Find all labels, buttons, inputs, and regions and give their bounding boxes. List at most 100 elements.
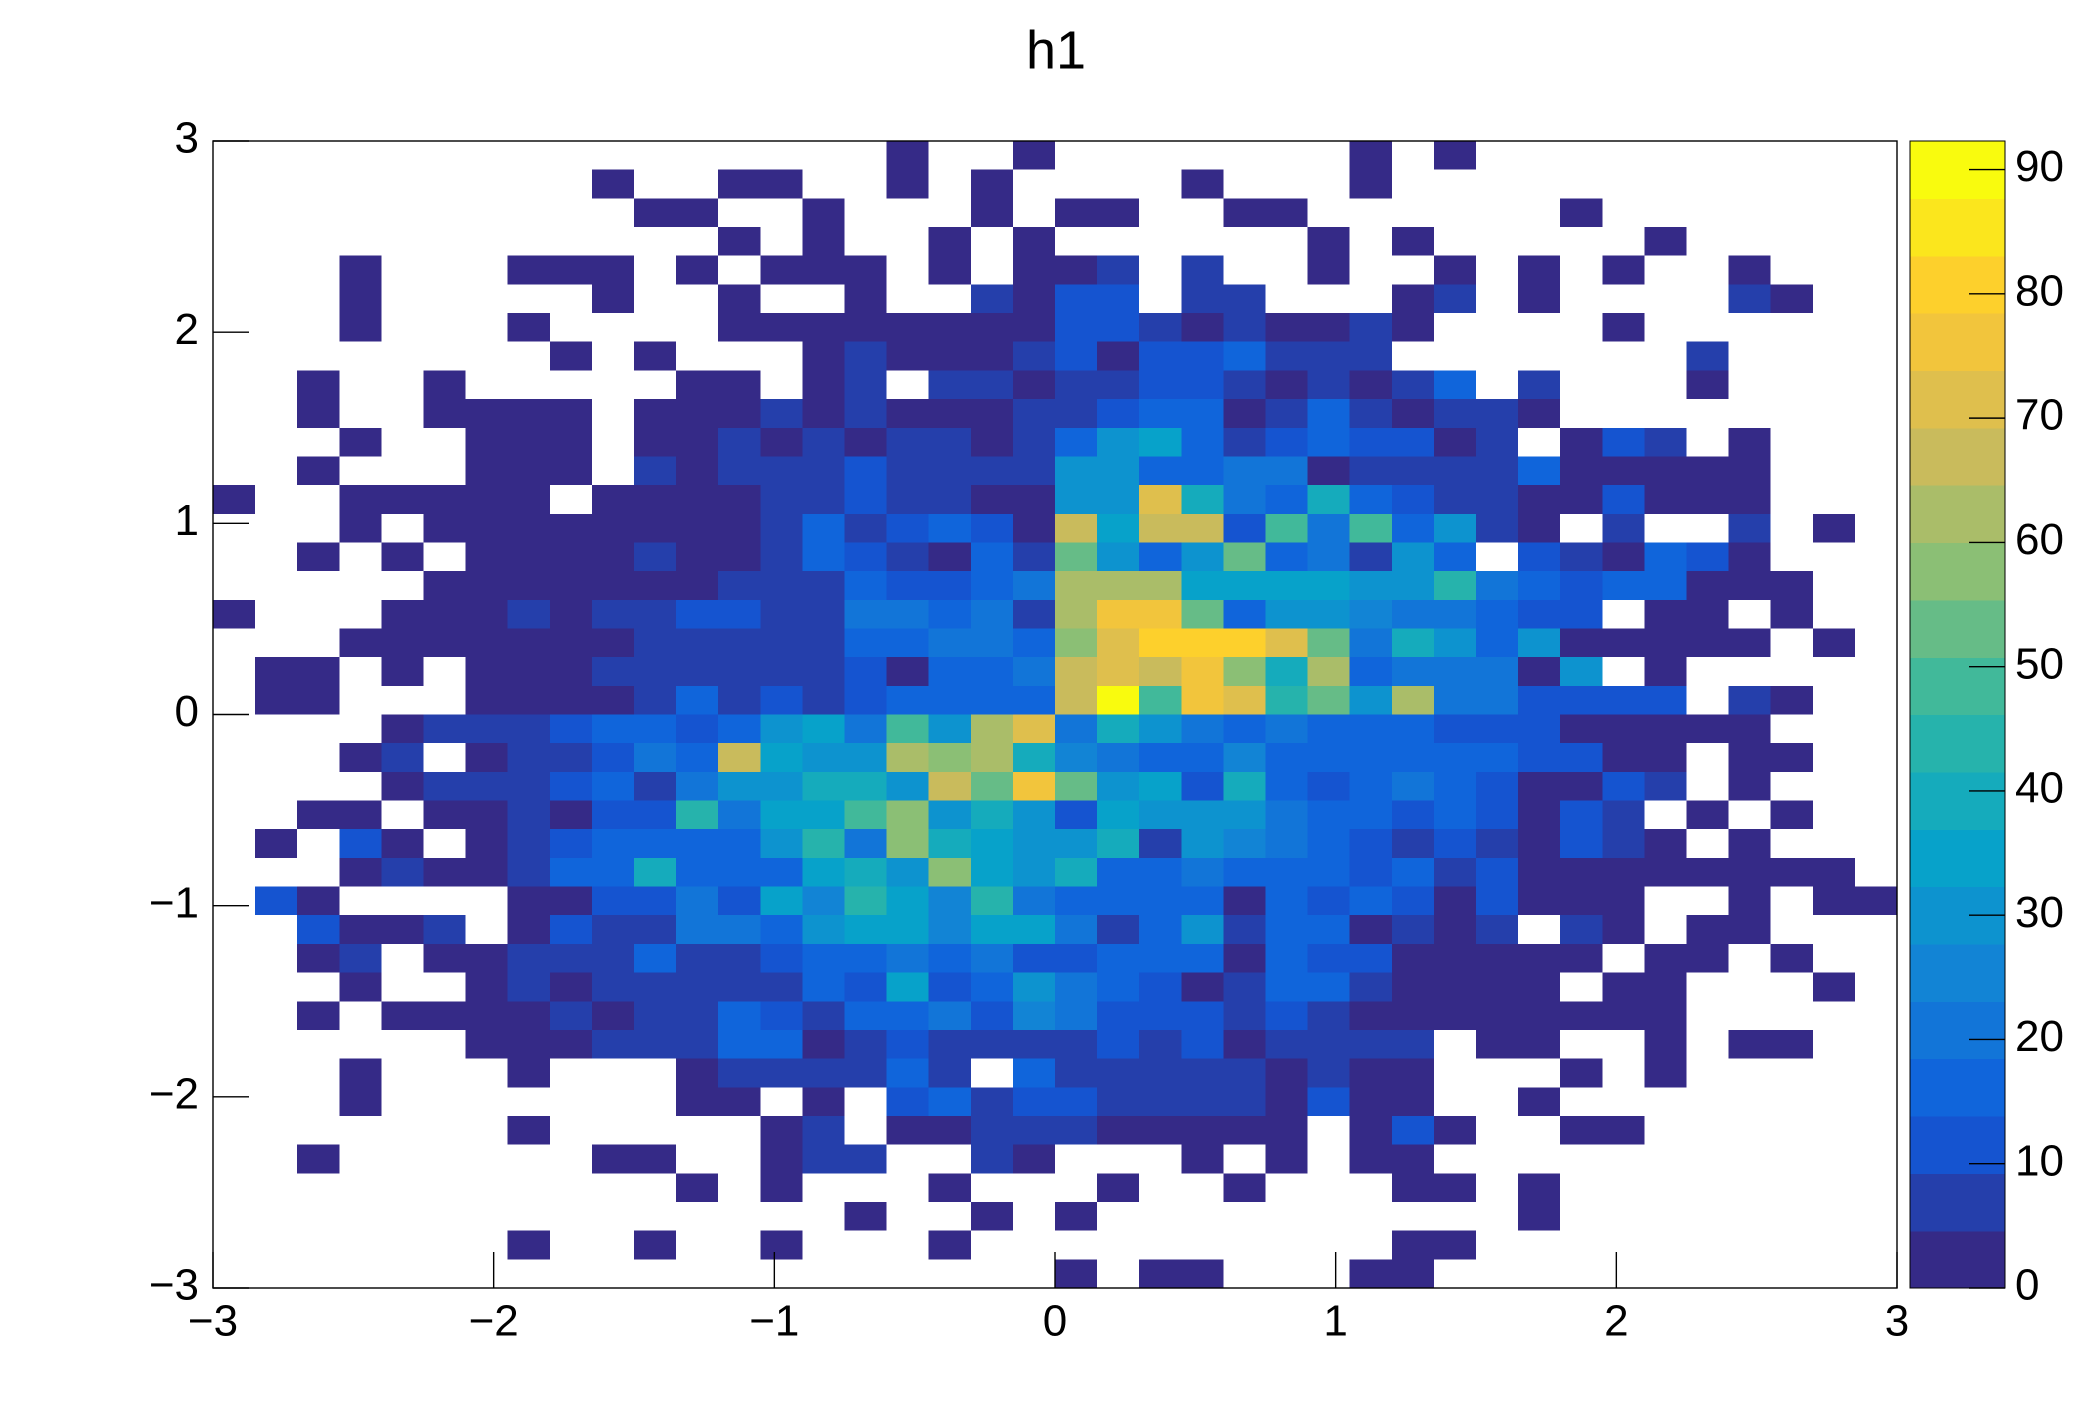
heatmap-cell [1391, 1144, 1435, 1174]
heatmap-cell [255, 284, 298, 314]
heatmap-cell [1012, 427, 1056, 458]
heatmap-cell [886, 1259, 930, 1289]
heatmap-cell [1055, 886, 1098, 916]
heatmap-cell [1770, 1029, 1814, 1060]
heatmap-cell [1391, 456, 1435, 486]
heatmap-cell [1055, 1230, 1098, 1260]
heatmap-cell [1307, 886, 1351, 916]
heatmap-cell [465, 1230, 509, 1260]
heatmap-cell [1223, 943, 1267, 974]
heatmap-cell [297, 341, 340, 371]
heatmap-cell [1770, 1144, 1814, 1174]
heatmap-cell [1012, 1201, 1056, 1232]
heatmap-cell [549, 972, 593, 1002]
heatmap-cell [718, 1029, 761, 1060]
heatmap-cell [1644, 1001, 1688, 1031]
heatmap-cell [1518, 341, 1561, 371]
heatmap-cell [465, 628, 509, 658]
heatmap-cell [1433, 255, 1477, 285]
heatmap-cell [213, 714, 256, 744]
heatmap-cell [676, 628, 719, 658]
heatmap-cell [1728, 599, 1772, 630]
y-tick-label: 3 [175, 114, 199, 163]
heatmap-cell [1770, 227, 1814, 257]
heatmap-cell [255, 198, 298, 228]
heatmap-cell [760, 1029, 803, 1060]
heatmap-cell [1139, 1058, 1182, 1088]
heatmap-cell [1728, 657, 1772, 687]
heatmap-cell [970, 1144, 1014, 1174]
heatmap-cell [760, 370, 803, 400]
heatmap-cell [970, 628, 1014, 658]
heatmap-cell [1476, 1201, 1519, 1232]
heatmap-cell [1181, 1029, 1224, 1060]
heatmap-cell [381, 915, 425, 945]
heatmap-cell [1012, 1058, 1056, 1088]
heatmap-cell [1476, 169, 1519, 199]
heatmap-cell [255, 1087, 298, 1117]
heatmap-cell [1349, 886, 1393, 916]
heatmap-cell [1560, 1230, 1603, 1260]
heatmap-cell [760, 1001, 803, 1031]
heatmap-cell [1602, 1029, 1645, 1060]
heatmap-cell [1433, 1001, 1477, 1031]
heatmap-cell [970, 571, 1014, 601]
heatmap-cell [1476, 427, 1519, 458]
heatmap-cell [297, 313, 340, 343]
heatmap-cell [718, 485, 761, 515]
heatmap-cell [760, 628, 803, 658]
heatmap-cell [1560, 685, 1603, 716]
heatmap-cell [718, 857, 761, 888]
heatmap-cell [381, 284, 425, 314]
heatmap-cell [465, 198, 509, 228]
heatmap-cell [591, 427, 635, 458]
heatmap-cell [1728, 198, 1772, 228]
heatmap-cell [1265, 255, 1309, 285]
heatmap-cell [591, 829, 635, 859]
heatmap-cell [423, 169, 467, 199]
heatmap-cell [1518, 829, 1561, 859]
heatmap-cell [1812, 915, 1856, 945]
heatmap-cell [1139, 284, 1182, 314]
heatmap-cell [1518, 800, 1561, 830]
heatmap-cell [928, 628, 972, 658]
heatmap-cell [886, 685, 930, 716]
heatmap-cell [213, 485, 256, 515]
heatmap-cell [1012, 313, 1056, 343]
heatmap-cell [1391, 513, 1435, 544]
heatmap-cell [381, 943, 425, 974]
heatmap-cell [676, 1144, 719, 1174]
heatmap-cell [1349, 1087, 1393, 1117]
heatmap-cell [1812, 341, 1856, 371]
heatmap-cell [423, 657, 467, 687]
heatmap-cell [1476, 227, 1519, 257]
heatmap-cell [1139, 227, 1182, 257]
heatmap-cell [1433, 1259, 1477, 1289]
heatmap-cell [1770, 857, 1814, 888]
heatmap-cell [1433, 972, 1477, 1002]
heatmap-cell [1686, 485, 1730, 515]
heatmap-cell [844, 1259, 888, 1289]
heatmap-cell [465, 141, 509, 171]
heatmap-cell [1728, 1144, 1772, 1174]
heatmap-cell [1518, 485, 1561, 515]
heatmap-cell [1223, 427, 1267, 458]
heatmap-cell [844, 743, 888, 773]
heatmap-cell [1560, 255, 1603, 285]
heatmap-cell [213, 628, 256, 658]
heatmap-cell [1349, 771, 1393, 802]
heatmap-cell [1139, 714, 1182, 744]
heatmap-cell [1770, 485, 1814, 515]
heatmap-cell [1812, 370, 1856, 400]
heatmap-cell [1644, 227, 1688, 257]
heatmap-cell [255, 857, 298, 888]
heatmap-cell [423, 685, 467, 716]
heatmap-cell [718, 284, 761, 314]
heatmap-cell [1602, 284, 1645, 314]
heatmap-cell [255, 370, 298, 400]
heatmap-cell [1854, 1201, 1898, 1232]
heatmap-cell [1097, 284, 1140, 314]
heatmap-cell [549, 771, 593, 802]
heatmap-cell [297, 972, 340, 1002]
heatmap-cell [718, 1001, 761, 1031]
